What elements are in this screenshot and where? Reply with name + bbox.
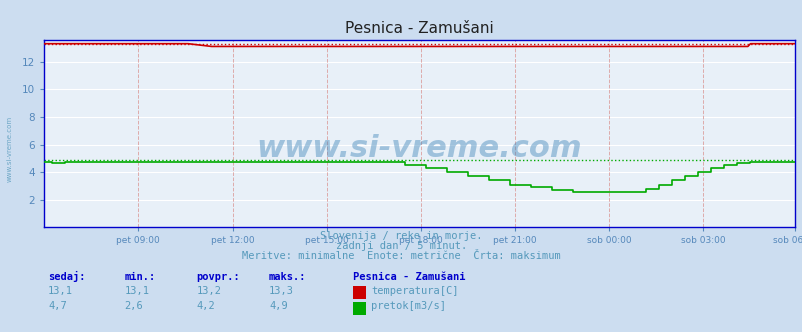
Text: temperatura[C]: temperatura[C] bbox=[371, 286, 458, 296]
Text: 13,1: 13,1 bbox=[48, 286, 73, 296]
Text: min.:: min.: bbox=[124, 272, 156, 282]
Text: Meritve: minimalne  Enote: metrične  Črta: maksimum: Meritve: minimalne Enote: metrične Črta:… bbox=[242, 251, 560, 261]
Text: www.si-vreme.com: www.si-vreme.com bbox=[257, 134, 581, 163]
Text: 13,1: 13,1 bbox=[124, 286, 149, 296]
Text: maks.:: maks.: bbox=[269, 272, 306, 282]
Text: Pesnica - Zamušani: Pesnica - Zamušani bbox=[353, 272, 465, 282]
Title: Pesnica - Zamušani: Pesnica - Zamušani bbox=[345, 21, 493, 36]
Text: www.si-vreme.com: www.si-vreme.com bbox=[6, 116, 12, 183]
Text: povpr.:: povpr.: bbox=[196, 272, 240, 282]
Text: sedaj:: sedaj: bbox=[48, 271, 86, 282]
Text: 2,6: 2,6 bbox=[124, 301, 143, 311]
Text: Slovenija / reke in morje.: Slovenija / reke in morje. bbox=[320, 231, 482, 241]
Text: 13,3: 13,3 bbox=[269, 286, 294, 296]
Text: zadnji dan / 5 minut.: zadnji dan / 5 minut. bbox=[335, 241, 467, 251]
Text: 13,2: 13,2 bbox=[196, 286, 221, 296]
Text: pretok[m3/s]: pretok[m3/s] bbox=[371, 301, 445, 311]
Text: 4,7: 4,7 bbox=[48, 301, 67, 311]
Text: 4,2: 4,2 bbox=[196, 301, 215, 311]
Text: 4,9: 4,9 bbox=[269, 301, 287, 311]
